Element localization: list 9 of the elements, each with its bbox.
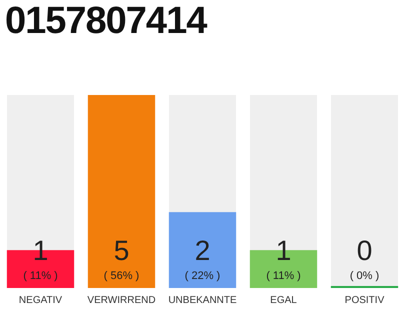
data-label: 5 ( 56% ) [104, 235, 140, 282]
x-tick-label: POSITIV [344, 294, 385, 306]
x-tick-label: NEGATIV [18, 294, 62, 306]
x-tick-label: VERWIRREND [87, 294, 156, 306]
x-tick-label: UNBEKANNTE [168, 294, 237, 306]
chart-title: 0157807414 [5, 0, 206, 43]
data-label: 0 ( 0% ) [350, 235, 380, 282]
x-tick-label: EGAL [270, 294, 298, 306]
data-label: 2 ( 22% ) [184, 235, 220, 282]
